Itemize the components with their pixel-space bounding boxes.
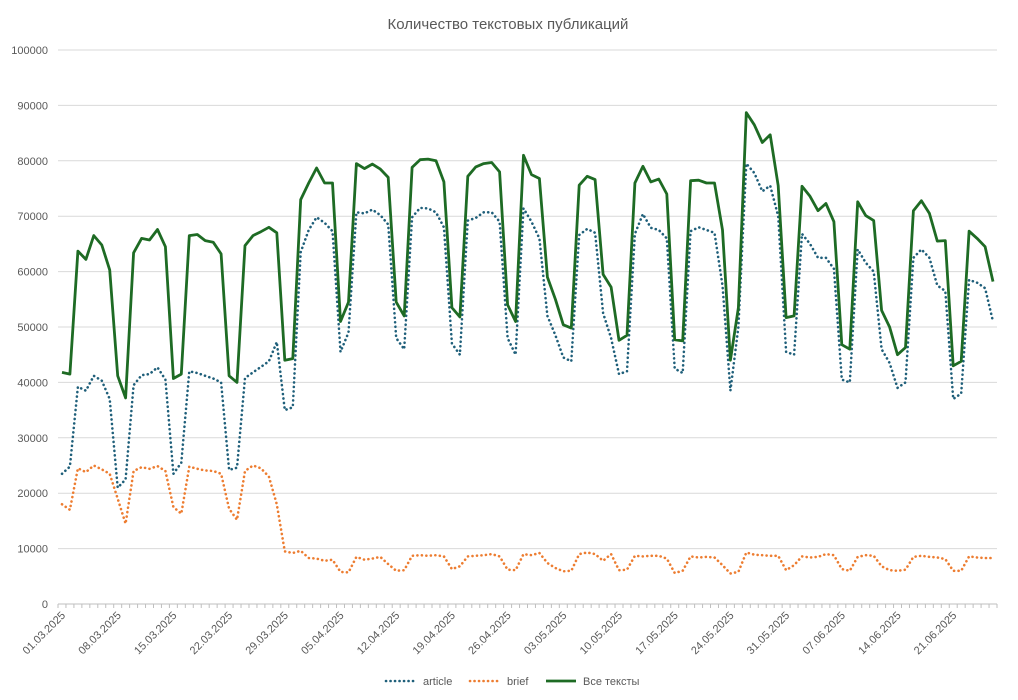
y-tick-label: 30000 bbox=[17, 433, 48, 445]
y-axis: 0 10000 20000 30000 40000 50000 60000 70000 8000… bbox=[11, 45, 48, 611]
y-tick-label: 50000 bbox=[17, 322, 48, 334]
legend-label: article bbox=[423, 676, 452, 688]
gridlines bbox=[58, 49, 997, 550]
y-tick-label: 80000 bbox=[17, 156, 48, 168]
y-tick-label: 90000 bbox=[17, 100, 48, 112]
y-tick-label: 100000 bbox=[11, 45, 48, 57]
y-tick-label: 20000 bbox=[17, 488, 48, 500]
y-tick-label: 10000 bbox=[17, 544, 48, 556]
y-tick-label: 0 bbox=[42, 599, 48, 611]
legend: article brief Все тексты bbox=[384, 676, 640, 688]
y-tick-label: 40000 bbox=[17, 377, 48, 389]
y-tick-label: 70000 bbox=[17, 211, 48, 223]
chart-title: Количество текстовых публикаций bbox=[388, 16, 629, 33]
legend-label: brief bbox=[507, 676, 529, 688]
series-line-все-тексты bbox=[61, 111, 995, 400]
y-tick-label: 60000 bbox=[17, 267, 48, 279]
series-lines bbox=[60, 111, 995, 575]
series-line-brief bbox=[60, 464, 995, 575]
legend-label: Все тексты bbox=[583, 676, 640, 688]
series-line-article bbox=[60, 162, 995, 490]
